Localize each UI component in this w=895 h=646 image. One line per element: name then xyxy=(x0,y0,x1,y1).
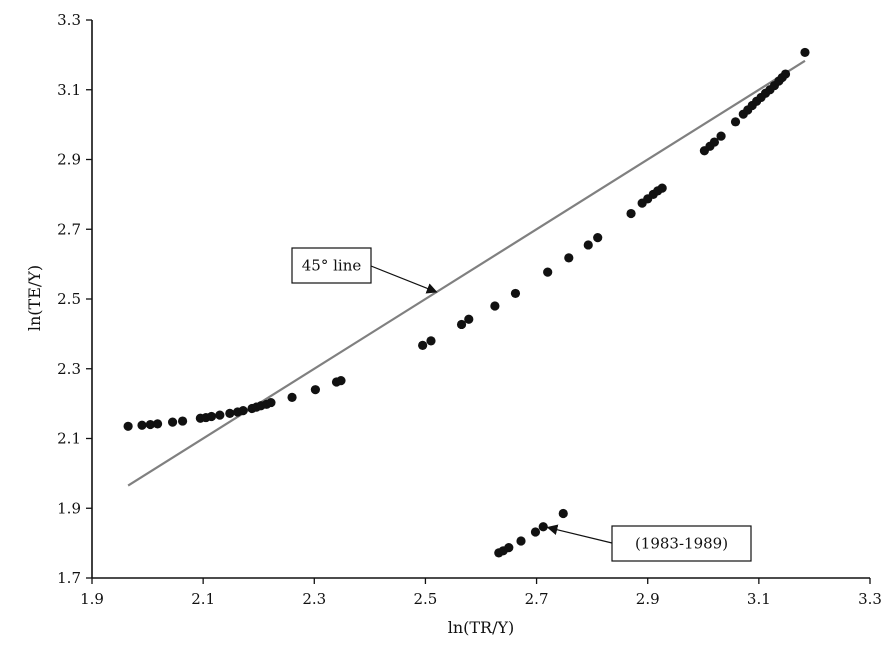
data-point xyxy=(418,340,428,350)
ticks: 1.9 2.1 2.3 2.5 2.7 2.9 3.1 3.3 1.7 1.9 2.1 2.3 2.5 2… xyxy=(57,11,882,608)
x-tick-label: 2.7 xyxy=(525,590,549,608)
x-tick-label: 2.9 xyxy=(636,590,660,608)
data-point xyxy=(564,253,574,263)
data-point xyxy=(266,397,276,408)
data-point xyxy=(657,183,667,193)
data-point xyxy=(800,47,810,58)
y-tick-label: 2.3 xyxy=(57,360,81,378)
y-tick-label: 2.1 xyxy=(57,430,81,448)
reference-line-layer xyxy=(127,59,806,487)
y-axis-title: ln(TE/Y) xyxy=(25,265,44,331)
y-tick-label: 2.9 xyxy=(57,151,81,169)
x-tick-label: 2.1 xyxy=(191,590,215,608)
data-point xyxy=(152,419,163,429)
points-layer xyxy=(123,47,810,558)
data-point xyxy=(310,385,320,395)
data-point xyxy=(709,137,720,147)
data-point xyxy=(137,420,147,430)
x-tick-label: 2.3 xyxy=(302,590,326,608)
data-point xyxy=(206,411,217,422)
data-point xyxy=(583,240,593,250)
x-tick-label: 2.5 xyxy=(413,590,437,608)
annotation-1983-1989-box xyxy=(611,525,752,562)
data-point xyxy=(530,527,541,537)
data-point xyxy=(558,508,568,519)
data-point xyxy=(730,117,741,127)
data-point xyxy=(626,208,636,219)
annotation-45-line-label: 45° line xyxy=(302,257,362,275)
data-point xyxy=(510,288,521,299)
data-point xyxy=(123,421,133,431)
data-point xyxy=(287,392,297,402)
annotation-45-line-arrow xyxy=(370,265,438,294)
data-point xyxy=(336,376,346,386)
data-point xyxy=(225,408,235,418)
data-point xyxy=(716,131,726,141)
data-point xyxy=(145,419,155,430)
y-tick-label: 1.7 xyxy=(57,569,81,587)
y-tick-label: 3.3 xyxy=(57,11,81,29)
x-tick-label: 3.3 xyxy=(858,590,882,608)
y-tick-label: 2.7 xyxy=(57,220,81,238)
data-point xyxy=(516,536,526,546)
annotations-layer: 45° line (1983-1989) xyxy=(291,247,752,562)
data-point xyxy=(238,406,248,416)
y-tick-label: 3.1 xyxy=(57,81,81,99)
data-point xyxy=(538,522,548,532)
data-point xyxy=(167,417,178,427)
x-tick-label: 1.9 xyxy=(80,590,104,608)
x-axis-title: ln(TR/Y) xyxy=(448,618,515,637)
data-point xyxy=(543,267,553,277)
data-point xyxy=(456,319,467,330)
data-point xyxy=(177,416,188,426)
annotation-1983-1989-label: (1983-1989) xyxy=(635,535,728,553)
data-point xyxy=(504,543,514,553)
annotation-1983-1989-arrow xyxy=(546,524,613,544)
x-tick-label: 3.1 xyxy=(747,590,771,608)
data-point xyxy=(593,233,603,243)
annotation-45-line-box xyxy=(291,247,372,284)
data-point xyxy=(426,336,436,346)
data-point xyxy=(780,69,791,79)
y-tick-label: 2.5 xyxy=(57,290,81,308)
y-tick-label: 1.9 xyxy=(57,499,81,517)
reference-line-45deg xyxy=(127,59,806,487)
data-point xyxy=(215,410,225,420)
data-point xyxy=(464,314,474,324)
data-point xyxy=(490,301,500,311)
